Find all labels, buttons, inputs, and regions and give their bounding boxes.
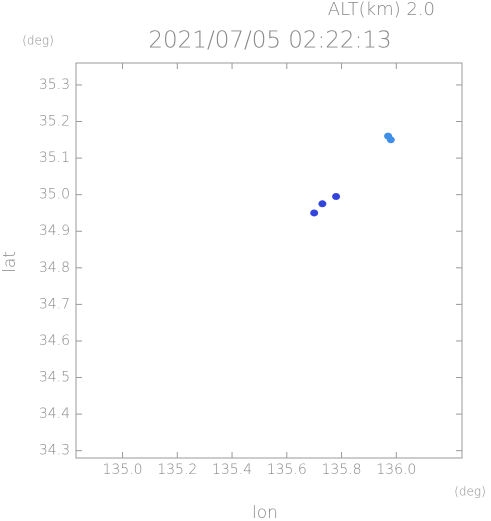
y-tick-label: 35.3 <box>39 77 70 93</box>
y-tick-label: 35.2 <box>39 114 70 130</box>
echo-point <box>310 209 319 217</box>
y-tick-label: 34.5 <box>39 370 70 386</box>
y-tick-label: 35.1 <box>39 150 70 166</box>
x-tick-label: 135.6 <box>267 462 307 478</box>
y-tick-label: 34.6 <box>39 333 70 349</box>
y-tick-label: 34.7 <box>39 296 70 312</box>
x-tick-label: 135.4 <box>212 462 252 478</box>
echo-point <box>332 192 341 200</box>
y-tick-label: 34.3 <box>39 443 70 459</box>
y-tick-label: 35.0 <box>39 187 70 203</box>
y-tick-label: 34.9 <box>39 223 70 239</box>
x-unit: (deg) <box>454 485 486 499</box>
plot-frame <box>75 62 463 459</box>
chart-title: 2021/07/05 02:22:13 <box>148 28 391 54</box>
y-tick-label: 34.8 <box>39 260 70 276</box>
y-axis-label: lat <box>0 251 20 273</box>
y-tick-label: 34.4 <box>39 406 70 422</box>
echo-point <box>318 200 327 208</box>
y-unit: (deg) <box>22 34 54 48</box>
x-tick-label: 135.0 <box>102 462 142 478</box>
x-axis-label: lon <box>252 503 278 521</box>
x-tick-label: 135.2 <box>157 462 197 478</box>
x-tick-label: 135.8 <box>321 462 361 478</box>
altitude-label: ALT(km) 2.0 <box>328 0 435 20</box>
echo-point <box>386 136 395 144</box>
x-tick-label: 136.0 <box>376 462 416 478</box>
